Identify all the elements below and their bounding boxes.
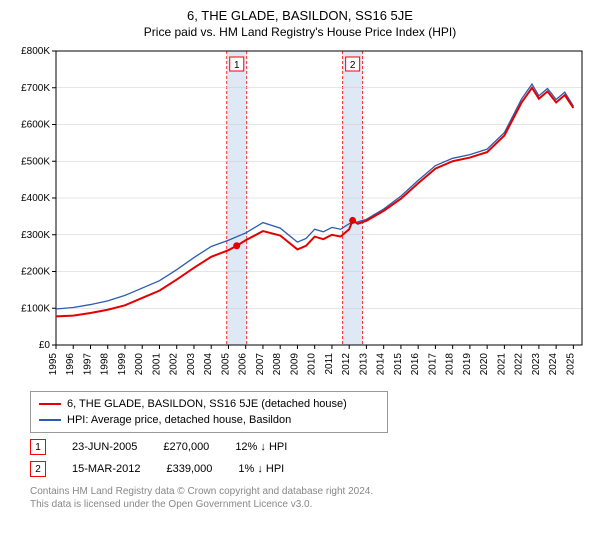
- legend-item-hpi: HPI: Average price, detached house, Basi…: [39, 412, 379, 428]
- svg-text:2022: 2022: [514, 353, 525, 376]
- transaction-diff: 12% ↓ HPI: [235, 441, 287, 453]
- transaction-date: 15-MAR-2012: [72, 463, 140, 475]
- transaction-diff: 1% ↓ HPI: [238, 463, 284, 475]
- svg-text:2001: 2001: [151, 353, 162, 376]
- svg-text:£500K: £500K: [21, 156, 50, 167]
- svg-text:1996: 1996: [65, 353, 76, 376]
- svg-text:2002: 2002: [169, 353, 180, 376]
- svg-text:2015: 2015: [393, 353, 404, 376]
- svg-text:2019: 2019: [462, 353, 473, 376]
- transaction-price: £270,000: [163, 441, 209, 453]
- svg-text:£400K: £400K: [21, 193, 50, 204]
- svg-text:2016: 2016: [410, 353, 421, 376]
- attribution-line: Contains HM Land Registry data © Crown c…: [30, 485, 588, 498]
- svg-text:2000: 2000: [134, 353, 145, 376]
- svg-text:2008: 2008: [272, 353, 283, 376]
- svg-text:2014: 2014: [376, 353, 387, 376]
- svg-text:2012: 2012: [341, 353, 352, 376]
- svg-text:2020: 2020: [479, 353, 490, 376]
- legend-swatch: [39, 419, 61, 420]
- svg-text:2010: 2010: [307, 353, 318, 376]
- attribution-line: This data is licensed under the Open Gov…: [30, 498, 588, 511]
- transaction-date: 23-JUN-2005: [72, 441, 137, 453]
- legend-label: HPI: Average price, detached house, Basi…: [67, 412, 291, 428]
- svg-text:1: 1: [234, 60, 240, 71]
- transaction-marker: 1: [30, 439, 46, 455]
- svg-text:£600K: £600K: [21, 120, 50, 131]
- svg-text:2013: 2013: [358, 353, 369, 376]
- svg-text:£300K: £300K: [21, 230, 50, 241]
- svg-text:2011: 2011: [324, 353, 335, 375]
- svg-text:2025: 2025: [565, 353, 576, 376]
- svg-text:2007: 2007: [255, 353, 266, 376]
- svg-text:2023: 2023: [531, 353, 542, 376]
- svg-text:£0: £0: [39, 340, 51, 351]
- svg-text:£800K: £800K: [21, 46, 50, 57]
- transaction-row: 2 15-MAR-2012 £339,000 1% ↓ HPI: [30, 461, 588, 477]
- svg-text:2003: 2003: [186, 353, 197, 376]
- page-subtitle: Price paid vs. HM Land Registry's House …: [12, 25, 588, 39]
- transaction-price: £339,000: [166, 463, 212, 475]
- legend-swatch: [39, 403, 61, 405]
- svg-text:2009: 2009: [289, 353, 300, 376]
- transaction-marker: 2: [30, 461, 46, 477]
- svg-text:1998: 1998: [100, 353, 111, 376]
- attribution: Contains HM Land Registry data © Crown c…: [30, 485, 588, 511]
- svg-text:2018: 2018: [445, 353, 456, 376]
- transaction-row: 1 23-JUN-2005 £270,000 12% ↓ HPI: [30, 439, 588, 455]
- svg-text:2024: 2024: [548, 353, 559, 376]
- svg-text:2021: 2021: [496, 353, 507, 376]
- svg-text:£100K: £100K: [21, 303, 50, 314]
- svg-text:2004: 2004: [203, 353, 214, 376]
- svg-text:2: 2: [350, 60, 356, 71]
- svg-text:1995: 1995: [48, 353, 59, 376]
- price-chart: £0 £100K £200K £300K £400K £500K £600K £700K £80…: [12, 45, 588, 385]
- legend: 6, THE GLADE, BASILDON, SS16 5JE (detach…: [30, 391, 388, 433]
- svg-text:1997: 1997: [82, 353, 93, 376]
- legend-item-subject: 6, THE GLADE, BASILDON, SS16 5JE (detach…: [39, 396, 379, 412]
- svg-text:£700K: £700K: [21, 83, 50, 94]
- svg-text:1999: 1999: [117, 353, 128, 376]
- svg-text:2005: 2005: [220, 353, 231, 376]
- svg-text:2006: 2006: [238, 353, 249, 376]
- page-title: 6, THE GLADE, BASILDON, SS16 5JE: [12, 8, 588, 23]
- legend-label: 6, THE GLADE, BASILDON, SS16 5JE (detach…: [67, 396, 347, 412]
- svg-text:£200K: £200K: [21, 267, 50, 278]
- svg-text:2017: 2017: [427, 353, 438, 376]
